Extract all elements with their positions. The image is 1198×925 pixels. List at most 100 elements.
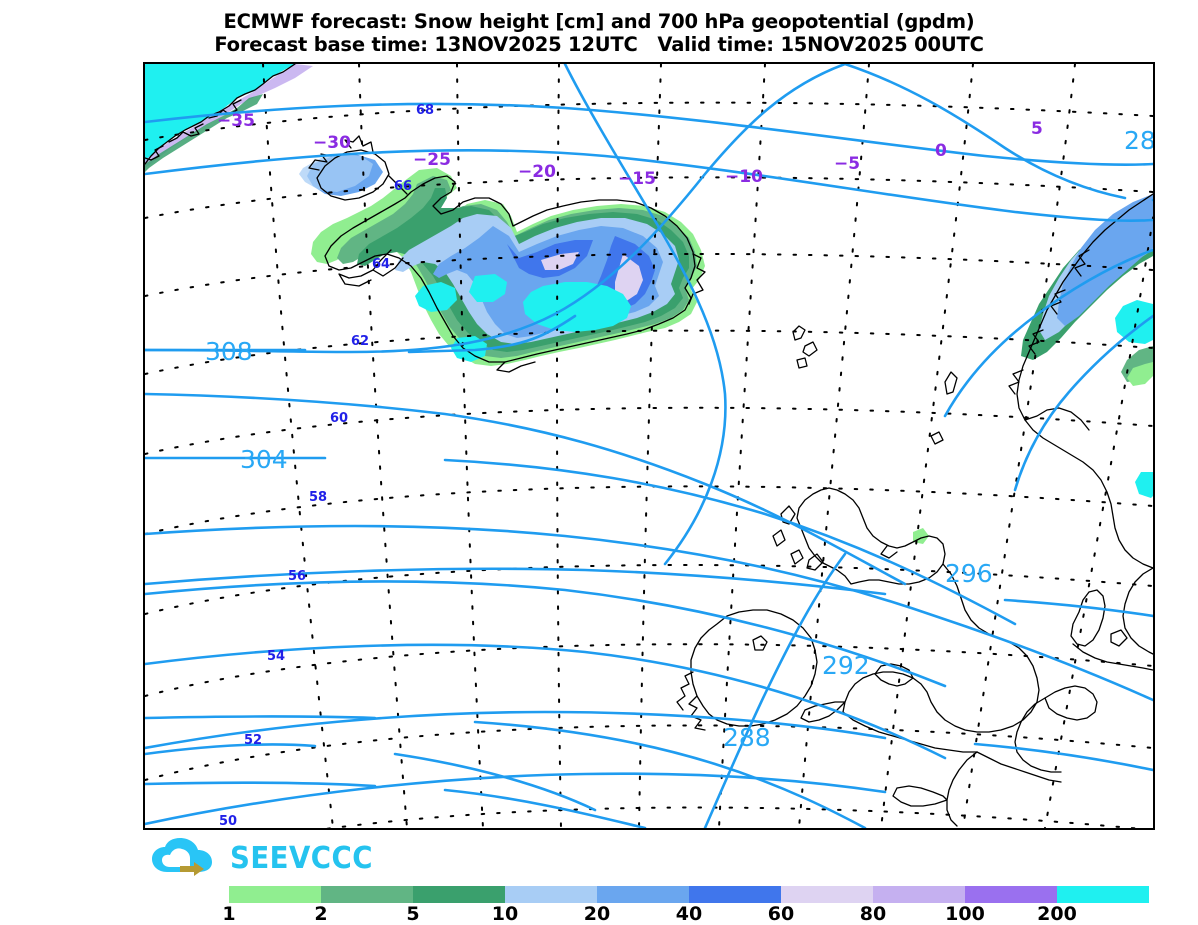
lon-label--10: −10 [725,167,763,187]
colorbar-segment-40 [689,886,781,903]
colorbar-segment-80 [873,886,965,903]
lat-label-54: 54 [267,649,285,664]
coastline-ireland [690,609,818,727]
colorbar-label-5: 5 [406,903,420,925]
colorbar-segment-20 [597,886,689,903]
contour-284 [1013,314,1153,492]
coastline-belgium-france [1014,697,1062,773]
contour-288-mid [703,552,847,828]
contour-288-bottomleft [145,743,597,812]
coastline-scotland [796,487,946,585]
contour-288-right [843,64,1153,202]
contour-292-main [145,715,867,828]
lat-label-60: 60 [330,411,348,426]
coastline-iceland-fjords1 [308,153,332,171]
coastline-ireland-southwest [688,695,706,731]
coastline-orkney [930,431,944,445]
coastline-norway-south [1024,407,1090,431]
contour-298 [145,643,947,760]
contour-300 [145,579,947,688]
coastline-ireland-west-coast [676,671,694,711]
coastline-greenland-detail2 [168,123,204,143]
colorbar-label-2: 2 [314,903,328,925]
coastline-france-brittany [892,785,948,807]
contour-294 [145,772,887,826]
snow-area-iceland-nw-lightblue [299,154,373,192]
seevccc-logo: SEEVCCC [150,836,373,882]
coastline-norway-fjord2 [1050,289,1066,315]
coastline-sweden-coast [1122,567,1153,655]
contour-286 [943,248,1153,418]
colorbar-segment-100 [965,886,1057,903]
coastline-france-west [946,751,978,827]
snow-area-iceland-lavender [541,252,643,302]
coastline-germany [1072,643,1153,671]
parallel-60 [145,406,1153,455]
coastline-iceland-south [496,361,536,373]
contour-306 [145,392,907,586]
lat-label-66: 66 [394,179,412,194]
contour-296-main [145,710,1153,772]
coastline-faroe-3 [796,357,808,369]
colorbar-segment-60 [781,886,873,903]
colorbar-segment-2 [321,886,413,903]
geopotential-label-layer: 288 308 304 296 292 288 [205,126,1153,752]
coastline-norway-fjord1 [1074,249,1090,277]
arrow-icon [180,862,204,876]
lat-label-50: 50 [219,814,237,828]
cloud-inner-highlight [162,848,190,867]
colorbar-segment-200 [1057,886,1149,903]
colorbar-label-60: 60 [767,903,795,925]
coastline-layer [145,64,1153,827]
contour-290 [145,781,647,828]
lon-label--30: −30 [313,133,351,153]
parallel-50 [325,806,1142,828]
lat-label-56: 56 [288,569,306,584]
snow-area-norway-medblue [1057,194,1153,326]
lat-label-68: 68 [416,103,434,118]
longitude-label-layer: −35 −30 −25 −20 −15 −10 −5 0 5 [217,111,1043,189]
graticule-layer [145,64,1153,828]
map-canvas: 288 308 304 296 292 288 −35 −30 −25 −20 … [145,64,1153,828]
coastline-france-north [976,751,1062,783]
map-frame[interactable]: 288 308 304 296 292 288 −35 −30 −25 −20 … [143,62,1155,830]
page-subtitle: Forecast base time: 13NOV2025 12UTC Vali… [214,33,984,56]
lon-label--20: −20 [518,162,556,182]
coastline-england-cornwall [800,701,846,723]
chart-title-block: ECMWF forecast: Snow height [cm] and 700… [0,10,1198,56]
parallel-56 [145,563,1153,615]
parallel-54 [145,643,1153,697]
colorbar-segment-10 [505,886,597,903]
colorbar-segment-5 [413,886,505,903]
geopotential-label-304: 304 [240,445,288,474]
coastline-denmark-islands [1110,629,1128,647]
colorbar-label-1: 1 [222,903,236,925]
lon-label-5: 5 [1031,119,1043,139]
snow-area-norway-cyan1 [1115,300,1153,344]
parallel-62 [145,329,1153,375]
coastline-faroe-1 [792,325,806,341]
coastline-greenland-detail3 [145,145,164,161]
colorbar-label-100: 100 [945,903,985,925]
contour-312 [145,102,1153,167]
contour-308-label-line [145,314,577,354]
colorbar-label-40: 40 [675,903,703,925]
snow-shading-layer [145,64,1153,544]
contour-304-main [145,456,1017,626]
contour-310 [145,149,1153,223]
geopotential-label-296: 296 [945,559,993,588]
lat-label-64: 64 [372,257,390,272]
coastline-england-channel [842,711,978,753]
coastline-norway-fjord4 [1008,369,1024,395]
coastline-faroe-2 [802,341,818,357]
snow-area-iceland-cyan-vatnajokull [523,282,631,332]
snow-area-greenland-edge-purple [145,64,313,168]
geopotential-label-308: 308 [205,337,253,366]
geopotential-label-288-ne: 288 [1124,126,1153,155]
geopotential-label-288-sw: 288 [723,723,771,752]
parallel-52 [145,724,1153,781]
meridian--25 [456,64,484,828]
logo-text: SEEVCCC [230,841,373,876]
snow-area-iceland-cyan-langjokull [415,282,457,312]
